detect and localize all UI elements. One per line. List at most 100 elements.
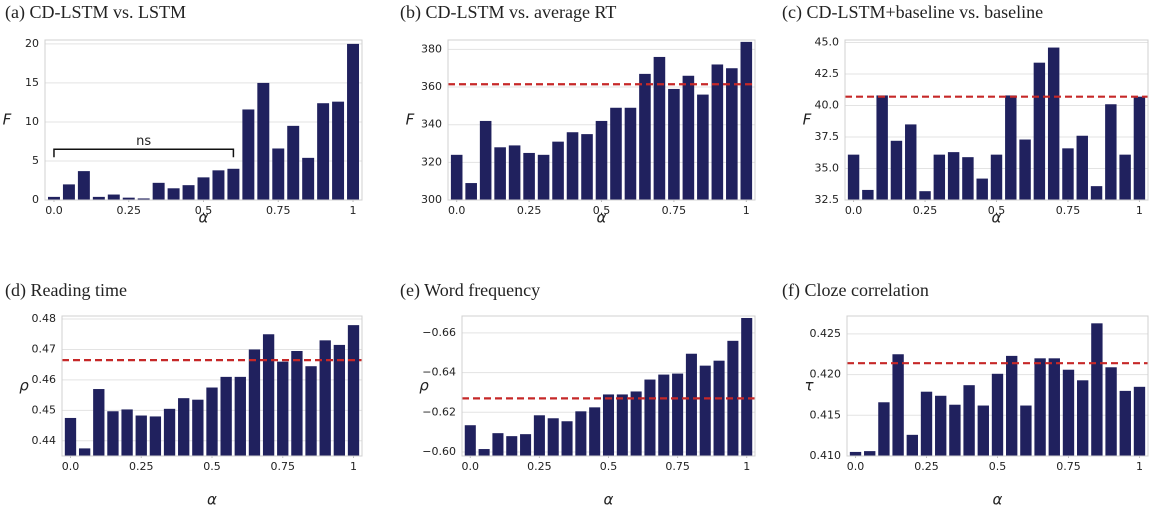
- x-axis-label: α: [207, 491, 217, 509]
- bar: [616, 394, 628, 456]
- bar: [699, 365, 711, 456]
- y-tick-label: 360: [421, 80, 442, 93]
- y-tick-label: 320: [421, 155, 442, 168]
- x-tick-label: 0.5: [203, 460, 221, 473]
- bar: [862, 189, 874, 200]
- bar: [149, 416, 162, 456]
- plot-frame: [461, 315, 756, 457]
- x-tick-label: 0.75: [266, 204, 291, 217]
- bar: [347, 43, 360, 201]
- plot-frame: [447, 39, 756, 201]
- bar: [182, 185, 195, 200]
- bar: [949, 404, 961, 456]
- x-tick-label: 0.0: [62, 460, 80, 473]
- y-axis-label: F: [406, 111, 415, 129]
- bar: [947, 152, 960, 200]
- bar: [892, 354, 904, 456]
- panel-title: (e) Word frequency: [400, 280, 540, 301]
- bar: [107, 411, 119, 456]
- bar: [682, 75, 695, 200]
- bar: [1090, 186, 1103, 200]
- y-tick-label: 35.0: [815, 162, 840, 175]
- bar: [658, 374, 670, 456]
- y-tick-label: 0.410: [810, 449, 842, 462]
- y-tick-label: 0: [32, 193, 39, 206]
- bar: [610, 107, 622, 200]
- bar: [876, 95, 888, 200]
- bar: [1105, 104, 1117, 200]
- y-tick-label: 0.47: [32, 342, 57, 355]
- x-tick-label: 0.0: [845, 204, 863, 217]
- bar: [1005, 95, 1017, 200]
- bar: [220, 376, 232, 456]
- bar: [305, 366, 317, 456]
- y-axis-label: ρ: [19, 377, 29, 395]
- bar: [697, 94, 709, 200]
- x-tick-label: 0.0: [847, 460, 865, 473]
- y-tick-label: 380: [421, 42, 442, 55]
- bar: [906, 434, 918, 456]
- x-axis-label: α: [199, 209, 209, 227]
- bar: [740, 41, 753, 200]
- bar: [561, 421, 573, 456]
- x-tick-label: 0.25: [129, 460, 154, 473]
- bar: [566, 132, 579, 200]
- bar: [1019, 139, 1031, 200]
- bar: [537, 154, 550, 200]
- panel-title: (f) Cloze correlation: [782, 280, 929, 301]
- x-tick-label: 1: [1136, 460, 1143, 473]
- bar: [450, 154, 463, 200]
- bar: [291, 351, 303, 456]
- x-tick-label: 0.5: [600, 460, 618, 473]
- bar: [277, 361, 289, 456]
- y-tick-label: 45.0: [815, 36, 840, 49]
- bar: [962, 157, 974, 200]
- bar: [506, 436, 518, 456]
- bar: [212, 170, 225, 200]
- y-tick-label: 40.0: [815, 99, 840, 112]
- x-tick-label: 1: [1136, 204, 1143, 217]
- bar: [1034, 358, 1046, 456]
- x-tick-label: 0.0: [45, 204, 63, 217]
- bar: [630, 391, 642, 456]
- bar: [668, 88, 680, 200]
- x-tick-label: 0.5: [988, 204, 1006, 217]
- bar: [302, 157, 315, 200]
- bar: [152, 182, 165, 200]
- panel-title: (c) CD-LSTM+baseline vs. baseline: [782, 2, 1043, 23]
- x-tick-label: 1: [743, 460, 750, 473]
- bar: [976, 178, 988, 200]
- y-tick-label: 42.5: [815, 67, 840, 80]
- bar: [919, 191, 931, 200]
- bar: [192, 399, 204, 456]
- bar: [890, 140, 903, 200]
- plot-frame: [846, 315, 1149, 457]
- annotation: ns: [136, 134, 151, 149]
- x-tick-label: 0.25: [913, 204, 938, 217]
- bar: [1062, 148, 1074, 200]
- bar: [1077, 380, 1089, 456]
- plot-frame: [44, 39, 363, 201]
- bar: [93, 389, 105, 456]
- bar: [242, 109, 255, 200]
- bar: [977, 405, 989, 456]
- x-tick-label: 0.75: [1056, 460, 1081, 473]
- x-tick-label: 0.0: [448, 204, 466, 217]
- bar: [107, 194, 120, 200]
- bar: [672, 373, 684, 456]
- bar: [78, 448, 91, 456]
- bar: [137, 198, 150, 200]
- bar: [206, 387, 218, 456]
- bar: [1006, 355, 1018, 456]
- y-tick-label: 15: [25, 76, 39, 89]
- y-axis-label: F: [3, 111, 12, 129]
- bar: [1119, 390, 1131, 456]
- plot-frame: [61, 315, 363, 457]
- y-axis-label: ρ: [419, 377, 429, 395]
- y-tick-label: 0.415: [810, 408, 842, 421]
- bar: [935, 395, 947, 456]
- bar: [508, 145, 521, 200]
- bar: [492, 433, 504, 456]
- y-tick-label: 0.420: [810, 368, 842, 381]
- bar: [262, 334, 275, 456]
